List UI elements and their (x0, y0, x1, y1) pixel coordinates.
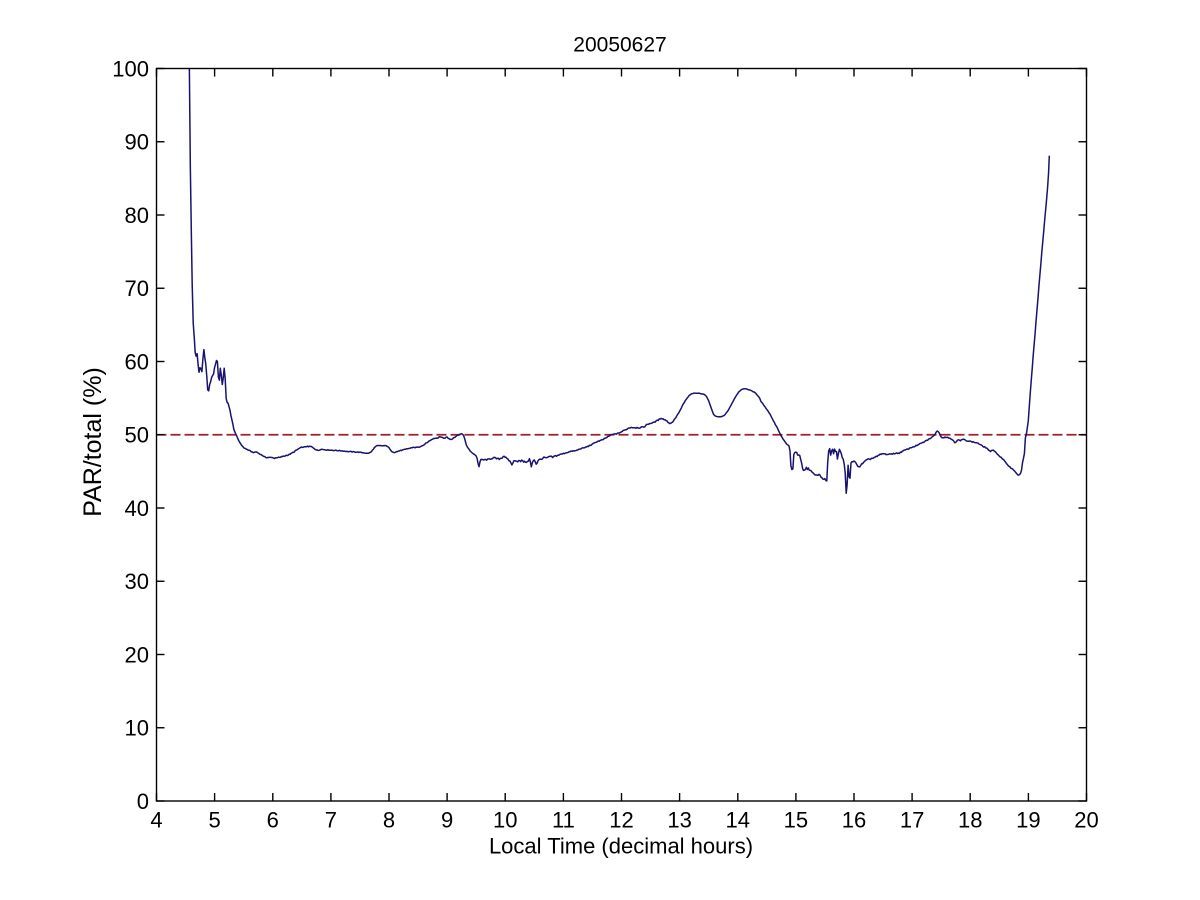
svg-text:40: 40 (125, 496, 149, 521)
svg-text:10: 10 (493, 808, 517, 833)
svg-text:100: 100 (112, 56, 149, 81)
svg-text:10: 10 (125, 716, 149, 741)
svg-text:14: 14 (726, 808, 750, 833)
svg-text:18: 18 (958, 808, 982, 833)
svg-text:8: 8 (383, 808, 395, 833)
svg-text:20: 20 (1074, 808, 1098, 833)
svg-text:15: 15 (784, 808, 808, 833)
svg-text:13: 13 (667, 808, 691, 833)
svg-text:9: 9 (441, 808, 453, 833)
svg-text:16: 16 (842, 808, 866, 833)
svg-text:Local Time (decimal hours): Local Time (decimal hours) (489, 834, 753, 859)
svg-text:6: 6 (267, 808, 279, 833)
svg-text:20050627: 20050627 (573, 34, 666, 57)
svg-text:17: 17 (900, 808, 924, 833)
svg-text:12: 12 (609, 808, 633, 833)
svg-text:11: 11 (552, 808, 575, 833)
svg-text:50: 50 (125, 423, 149, 448)
svg-text:PAR/total (%): PAR/total (%) (79, 367, 107, 517)
svg-text:0: 0 (137, 789, 149, 814)
svg-text:4: 4 (150, 808, 162, 833)
svg-text:80: 80 (125, 203, 149, 228)
svg-text:90: 90 (125, 130, 149, 155)
svg-text:7: 7 (325, 808, 337, 833)
svg-text:30: 30 (125, 569, 149, 594)
svg-text:60: 60 (125, 349, 149, 374)
svg-text:70: 70 (125, 276, 149, 301)
svg-text:19: 19 (1016, 808, 1040, 833)
svg-text:5: 5 (208, 808, 220, 833)
svg-text:20: 20 (125, 642, 149, 667)
